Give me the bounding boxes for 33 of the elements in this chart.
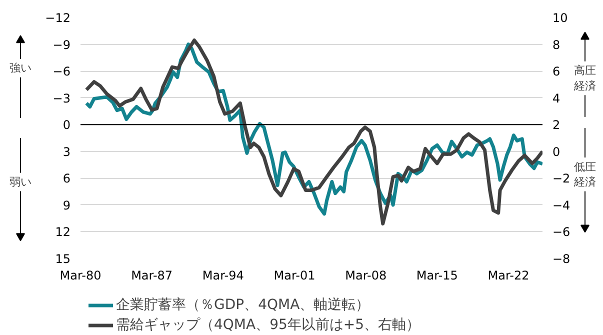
x-tick-label: Mar-22 (488, 268, 530, 282)
y-tick-label: 0 (62, 118, 71, 132)
x-tick-label: Mar-08 (345, 268, 387, 282)
x-tick-label: Mar-80 (60, 268, 102, 282)
y-tick-label: 3 (62, 144, 71, 159)
y2-tick-label: 4 (552, 91, 560, 106)
y2-tick-label: −8 (552, 252, 570, 266)
text: 弱い (10, 175, 32, 188)
x-tick-label: Mar-94 (202, 268, 244, 282)
y2-tick-label: −6 (552, 225, 570, 240)
y2-tick-label: 0 (552, 144, 560, 159)
y-tick-label: 6 (62, 172, 71, 186)
x-tick-label: Mar-87 (131, 268, 173, 282)
y-tick-label: 9 (62, 198, 71, 212)
x-tick-label: Mar-01 (274, 268, 316, 282)
y-tick-label: −6 (52, 64, 71, 79)
y-tick-label: −9 (52, 38, 71, 52)
text: 高圧経済 (573, 64, 596, 92)
y2-tick-label: −2 (552, 172, 570, 186)
y2-tick-label: 2 (552, 118, 560, 132)
y2-tick-label: −4 (552, 198, 570, 212)
y2-tick-label: 10 (552, 11, 568, 25)
y-tick-label: −3 (52, 91, 71, 106)
legend-label: 企業貯蓄率（％GDP、4QMA、軸逆転） (116, 296, 370, 314)
y-tick-label: 15 (55, 252, 71, 266)
y-tick-label: −12 (45, 11, 71, 25)
text: 低圧経済 (573, 160, 596, 188)
y-tick-label: 12 (55, 225, 71, 240)
x-tick-label: Mar-15 (416, 268, 458, 282)
y2-tick-label: 6 (552, 64, 560, 79)
text: 強い (10, 62, 32, 75)
y2-tick-label: 8 (552, 38, 560, 52)
legend-label: 需給ギャップ（4QMA、95年以前は+5、右軸） (116, 316, 420, 334)
